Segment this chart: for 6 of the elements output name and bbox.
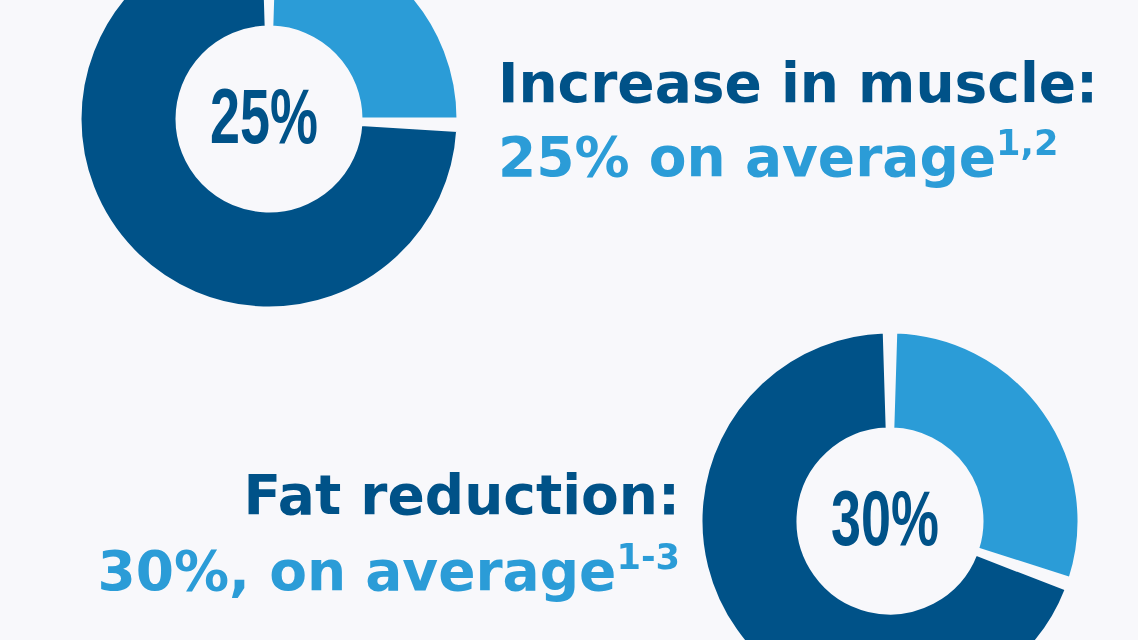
text: 30% — [831, 474, 988, 562]
text: 25% — [210, 72, 367, 160]
text: 25% on average$^{1,2}$ — [498, 121, 1059, 189]
text: Increase in muscle: — [498, 51, 1099, 115]
text: 30%, on average$^{1-3}$ — [97, 535, 680, 603]
text: Fat reduction: — [243, 463, 680, 527]
